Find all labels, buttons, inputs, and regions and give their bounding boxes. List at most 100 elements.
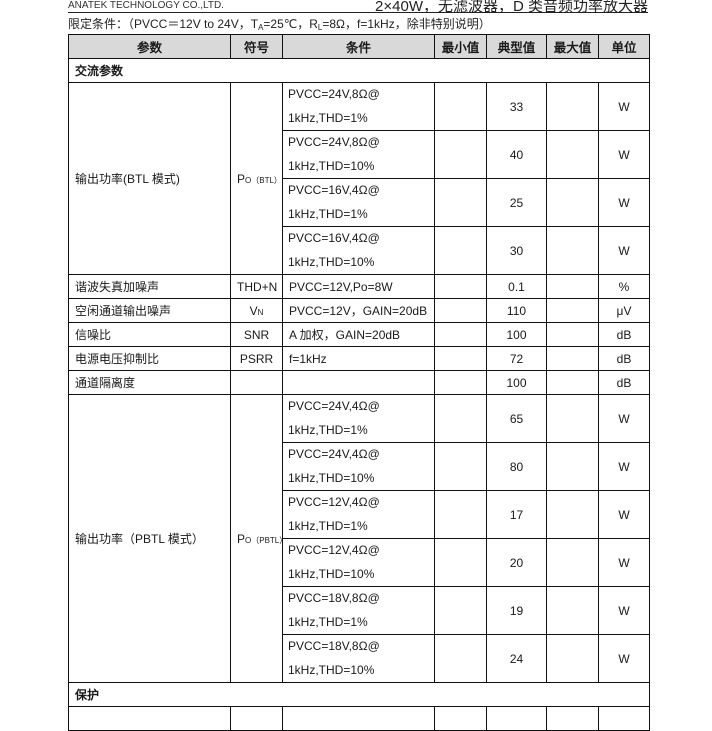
max-value [546,82,599,131]
symbol-text: THD+N [237,279,278,294]
max-value [546,274,599,299]
table-row: PVCC=18V,8Ω@ 1kHz,THD=10% 24 W [69,634,650,683]
condition-cell: PVCC=16V,4Ω@ 1kHz,THD=10% [282,226,435,275]
param-name: 电源电压抑制比 [68,346,231,371]
symbol-subscript: O（BTL） [245,175,282,185]
condition-cell: PVCC=18V,8Ω@ 1kHz,THD=1% [282,586,435,635]
condition-cell: f=1kHz [282,346,435,371]
col-header-unit: 单位 [598,34,650,59]
max-value [546,346,599,371]
condition-line: PVCC=18V,8Ω@ [288,591,380,605]
typ-value: 24 [486,634,547,683]
symbol-cell [230,370,283,395]
conditions-mid: =25℃，R [263,17,318,31]
symbol-text: P [237,171,246,186]
ta-subscript: A [258,23,264,32]
typ-value: 65 [486,394,547,443]
symbol-cell: VN [230,298,283,323]
max-value [546,226,599,275]
col-header-symbol: 符号 [230,34,283,59]
condition-line: PVCC=18V,8Ω@ [288,639,380,653]
unit: W [598,490,650,539]
table-row: PVCC=24V,8Ω@ 1kHz,THD=10% 40 W [69,130,650,179]
symbol-subscript: N [257,307,264,317]
table-row: 信噪比 SNR A 加权，GAIN=20dB 100 dB [68,322,650,347]
unit: dB [598,346,650,371]
condition-line: PVCC=24V,4Ω@ [288,399,380,413]
condition-cell: PVCC=24V,8Ω@ 1kHz,THD=10% [282,130,435,179]
symbol-cell: PO（PBTL） [230,394,283,683]
condition-cell: PVCC=12V，GAIN=20dB [282,298,435,323]
unit: W [598,82,650,131]
spec-table: 参数 符号 条件 最小值 典型值 最大值 单位 交流参数 输出功率(BTL 模式)… [68,34,650,731]
param-name: 信噪比 [68,322,231,347]
typ-value: 17 [486,490,547,539]
condition-line: PVCC=24V,4Ω@ [288,447,380,461]
col-header-typ: 典型值 [486,34,547,59]
table-row: 谐波失真加噪声 THD+N PVCC=12V,Po=8W 0.1% [68,274,650,299]
typ-value [486,706,547,731]
typ-value: 0.1 [486,274,547,299]
condition-cell: PVCC=24V,4Ω@ 1kHz,THD=1% [282,394,435,443]
min-value [434,634,487,683]
min-value [434,82,487,131]
condition-cell [282,370,435,395]
document-title: 2×40W，无滤波器，D 类音频功率放大器 [375,0,648,15]
company-name: ANATEK TECHNOLOGY CO.,LTD. [68,0,224,11]
table-row: PVCC=18V,8Ω@ 1kHz,THD=1% 19 W [69,586,650,635]
symbol-subscript: O（PBTL） [245,535,281,545]
min-value [434,226,487,275]
unit: W [598,538,650,587]
unit: W [598,130,650,179]
max-value [546,394,599,443]
min-value [434,298,487,323]
col-header-condition: 条件 [282,34,435,59]
condition-cell: PVCC=24V,4Ω@ 1kHz,THD=10% [282,442,435,491]
typ-value: 110 [486,298,547,323]
table-row: PVCC=16V,4Ω@ 1kHz,THD=1% 25 W [69,178,650,227]
typ-value: 20 [486,538,547,587]
table-row: 电源电压抑制比 PSRR f=1kHz 72 dB [68,346,650,371]
test-conditions: 限定条件：（PVCC＝12V to 24V，TA=25℃，RL=8Ω，f=1kH… [68,15,491,32]
condition-line: 1kHz,THD=10% [288,566,375,581]
condition-line: 1kHz,THD=1% [288,614,368,629]
symbol-cell: PO（BTL） [230,82,283,275]
unit: % [598,274,650,299]
param-name: 通道隔离度 [68,370,231,395]
min-value [434,706,487,731]
unit [598,706,650,731]
condition-line: PVCC=12V,4Ω@ [288,543,380,557]
section-title: 交流参数 [68,58,650,83]
symbol-cell: PSRR [230,346,283,371]
max-value [546,634,599,683]
condition-cell: PVCC=12V,4Ω@ 1kHz,THD=10% [282,538,435,587]
symbol-text: V [249,303,258,318]
symbol-text: SNR [243,327,270,342]
param-name: 输出功率(BTL 模式) [68,82,231,275]
condition-cell: PVCC=12V,Po=8W [282,274,435,299]
table-row: 空闲通道输出噪声 VN PVCC=12V，GAIN=20dB 110 μV [68,298,650,323]
condition-line: 1kHz,THD=1% [288,110,368,125]
condition-line: 1kHz,THD=10% [288,254,375,269]
table-row: PVCC=24V,4Ω@ 1kHz,THD=10% 80 W [69,442,650,491]
condition-cell: PVCC=18V,8Ω@ 1kHz,THD=10% [282,634,435,683]
table-row: PVCC=12V,4Ω@ 1kHz,THD=1% 17 W [69,490,650,539]
min-value [434,130,487,179]
condition-line: 1kHz,THD=1% [288,518,368,533]
min-value [434,538,487,587]
min-value [434,178,487,227]
table-row [68,706,650,731]
min-value [434,442,487,491]
table-row: 通道隔离度 100 dB [68,370,650,395]
unit: W [598,634,650,683]
typ-value: 25 [486,178,547,227]
symbol-cell: THD+N [230,274,283,299]
symbol-cell [230,706,283,731]
max-value [546,586,599,635]
condition-line: PVCC=16V,4Ω@ [288,183,380,197]
col-header-min: 最小值 [434,34,487,59]
unit: μV [598,298,650,323]
param-name: 输出功率（PBTL 模式） [68,394,231,683]
symbol-text: P [237,531,246,546]
typ-value: 100 [486,322,547,347]
